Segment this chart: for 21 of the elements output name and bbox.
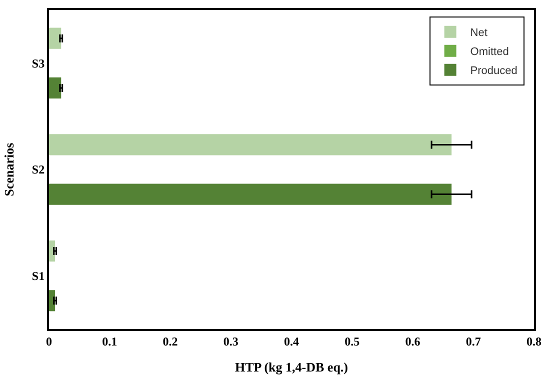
x-tick-label: 0.5	[344, 334, 360, 348]
legend-label: Net	[470, 27, 488, 40]
bar	[49, 77, 62, 99]
legend-label: Produced	[470, 65, 518, 78]
y-tick-label: S1	[32, 269, 45, 284]
x-tick-label: 0.2	[162, 334, 178, 348]
x-tick-label: 0.7	[466, 334, 481, 348]
x-axis-title: HTP (kg 1,4-DB eq.)	[234, 360, 348, 374]
x-tick-label: 0.8	[526, 334, 542, 348]
bar	[49, 184, 452, 205]
y-axis-title: Scenarios	[1, 142, 16, 196]
x-tick-label: 0.6	[405, 334, 420, 348]
x-tick-label: 0.4	[284, 334, 299, 348]
x-tick-label: 0	[46, 334, 52, 348]
y-tick-label: S3	[32, 56, 45, 70]
bar	[49, 28, 62, 49]
y-tick-label: S2	[32, 162, 45, 177]
bar	[49, 134, 452, 156]
x-tick-label: 0.3	[223, 334, 238, 348]
x-tick-label: 0.1	[102, 334, 118, 348]
legend-label: Omitted	[470, 46, 509, 58]
